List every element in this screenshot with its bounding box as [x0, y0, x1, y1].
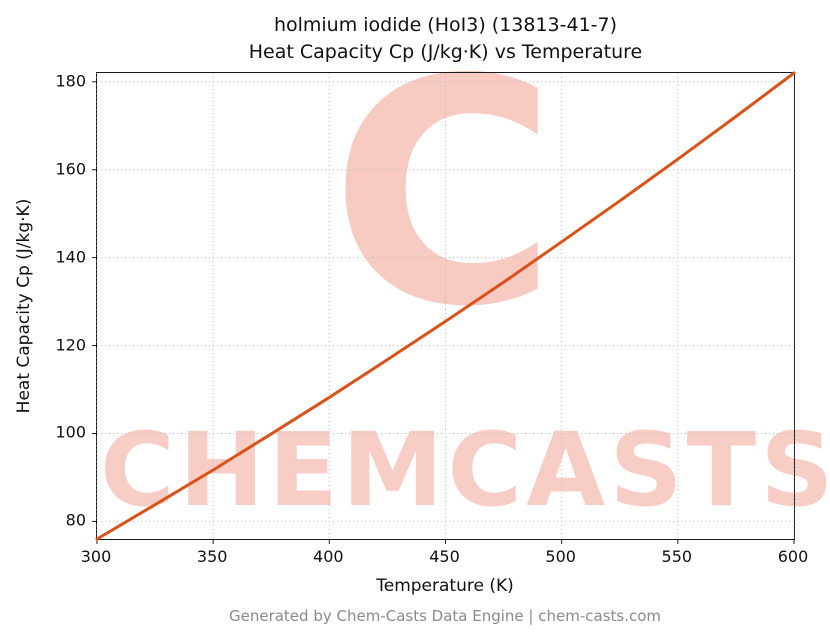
x-tick-label: 300	[80, 547, 112, 566]
y-tick-label: 120	[55, 335, 86, 355]
plot-canvas	[92, 71, 796, 544]
x-tick-label: 500	[545, 547, 576, 566]
x-axis-label: Temperature (K)	[376, 576, 514, 596]
y-tick-label: 140	[55, 247, 86, 267]
watermark-logo: C	[330, 14, 558, 375]
y-tick-label: 160	[55, 159, 86, 179]
y-tick-label: 100	[55, 422, 86, 442]
y-tick-label: 180	[55, 71, 86, 91]
chart-title-line1: holmium iodide (HoI3) (13813-41-7)	[273, 14, 618, 36]
x-tick-label: 600	[777, 547, 809, 566]
y-axis-label: Heat Capacity Cp (J/kg·K)	[14, 198, 34, 414]
chart-title-line2: Heat Capacity Cp (J/kg·K) vs Temperature	[248, 40, 643, 63]
y-tick-label: 80	[65, 510, 86, 530]
x-tick-label: 450	[429, 547, 460, 566]
x-tick-label: 350	[196, 547, 228, 566]
plot-area	[92, 71, 796, 544]
x-tick-label: 400	[313, 547, 344, 566]
footer-credit: Generated by Chem-Casts Data Engine | ch…	[228, 607, 662, 625]
chart-title: holmium iodide (HoI3) (13813-41-7) Heat …	[96, 12, 795, 65]
x-tick-label: 550	[661, 547, 693, 566]
